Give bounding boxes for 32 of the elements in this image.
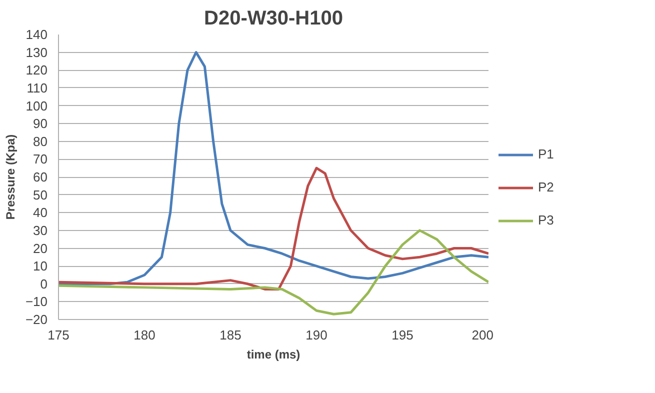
y-tick-label: −20 bbox=[25, 312, 48, 327]
y-tick-label: 140 bbox=[26, 27, 48, 42]
y-tick-label: 20 bbox=[33, 240, 48, 256]
x-tick-label: 200 bbox=[472, 328, 494, 342]
x-tick-label: 190 bbox=[306, 328, 328, 342]
x-axis-title: time (ms) bbox=[246, 348, 300, 362]
y-tick-label: −10 bbox=[25, 294, 48, 310]
y-tick-label: 120 bbox=[26, 62, 48, 78]
x-tick-label: 175 bbox=[48, 328, 70, 342]
y-tick-label: 0 bbox=[40, 276, 48, 292]
y-tick-label: 40 bbox=[33, 205, 48, 220]
y-tick-label: 110 bbox=[26, 80, 48, 96]
y-tick-label: 90 bbox=[33, 116, 48, 132]
y-tick-label: 10 bbox=[33, 258, 48, 274]
line-series bbox=[58, 51, 488, 286]
line-series bbox=[58, 166, 488, 290]
y-tick-label: 60 bbox=[33, 170, 48, 184]
chart-title: D20-W30-H100 bbox=[204, 8, 343, 30]
legend-label: P1 bbox=[538, 146, 555, 162]
x-tick-label: 195 bbox=[392, 328, 414, 342]
legend-label: P3 bbox=[538, 212, 555, 228]
line-series bbox=[58, 229, 488, 316]
x-tick-label: 185 bbox=[220, 328, 242, 342]
y-tick-label: 130 bbox=[26, 44, 48, 60]
y-tick-label: 80 bbox=[33, 134, 48, 149]
y-tick-label: 100 bbox=[26, 98, 48, 114]
y-axis-title: Pressure (Kpa) bbox=[3, 134, 18, 220]
x-tick-label: 180 bbox=[134, 328, 156, 342]
y-tick-label: 50 bbox=[33, 187, 48, 202]
legend-label: P2 bbox=[538, 180, 555, 194]
y-tick-label: 30 bbox=[33, 222, 48, 238]
y-tick-label: 70 bbox=[33, 152, 48, 167]
